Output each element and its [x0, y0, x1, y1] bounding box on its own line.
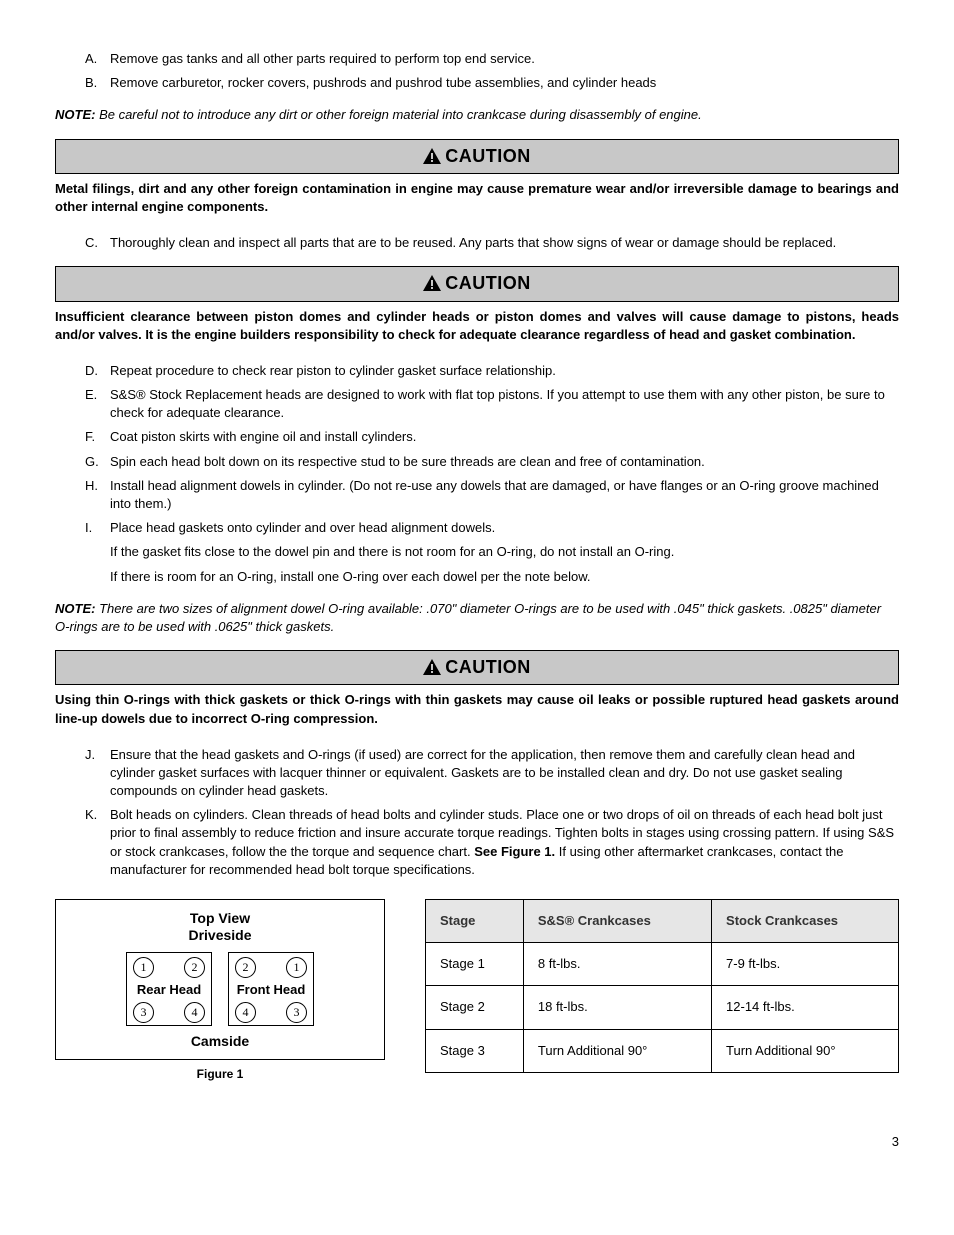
table-cell: Turn Additional 90° [712, 1029, 899, 1072]
bolt-circle: 3 [286, 1002, 307, 1023]
list-text: Remove gas tanks and all other parts req… [110, 50, 899, 68]
torque-table: Stage S&S® Crankcases Stock Crankcases S… [425, 899, 899, 1073]
list-marker: G. [85, 453, 110, 471]
list-item: I.Place head gaskets onto cylinder and o… [85, 519, 899, 537]
figure-title: Top ViewDriveside [76, 910, 364, 944]
list-text: Ensure that the head gaskets and O-rings… [110, 746, 899, 801]
note-text: There are two sizes of alignment dowel O… [55, 601, 881, 634]
bolt-circle: 1 [133, 957, 154, 978]
bolt-circle: 2 [184, 957, 205, 978]
list-marker: D. [85, 362, 110, 380]
table-cell: Turn Additional 90° [523, 1029, 711, 1072]
list-marker: K. [85, 806, 110, 879]
table-cell: 18 ft-lbs. [523, 986, 711, 1029]
list-marker: I. [85, 519, 110, 537]
list-text: Install head alignment dowels in cylinde… [110, 477, 899, 513]
caution-text: Insufficient clearance between piston do… [55, 308, 899, 344]
table-cell: Stage 3 [426, 1029, 524, 1072]
warning-icon [423, 275, 441, 291]
caution-text: Using thin O-rings with thick gaskets or… [55, 691, 899, 727]
list-item: C. Thoroughly clean and inspect all part… [85, 234, 899, 252]
figure-caption: Figure 1 [55, 1066, 385, 1083]
camside-label: Camside [76, 1032, 364, 1052]
list-item: G.Spin each head bolt down on its respec… [85, 453, 899, 471]
caution-header: CAUTION [55, 139, 899, 174]
note-text: Be careful not to introduce any dirt or … [95, 107, 701, 122]
table-cell: Stage 1 [426, 943, 524, 986]
list-marker: B. [85, 74, 110, 92]
figure-1: Top ViewDriveside 1 2 Rear Head 3 4 [55, 899, 385, 1083]
bolt-circle: 2 [235, 957, 256, 978]
bolt-circle: 4 [184, 1002, 205, 1023]
list-marker: J. [85, 746, 110, 801]
caution-label: CAUTION [445, 657, 531, 677]
note: NOTE: There are two sizes of alignment d… [55, 600, 899, 636]
front-head-label: Front Head [235, 981, 307, 999]
list-text: Remove carburetor, rocker covers, pushro… [110, 74, 899, 92]
table-header: S&S® Crankcases [523, 900, 711, 943]
table-cell: 12-14 ft-lbs. [712, 986, 899, 1029]
bolt-circle: 3 [133, 1002, 154, 1023]
list-text: Spin each head bolt down on its respecti… [110, 453, 899, 471]
page-number: 3 [55, 1133, 899, 1151]
table-header: Stock Crankcases [712, 900, 899, 943]
rear-head-label: Rear Head [133, 981, 205, 999]
list-text: Bolt heads on cylinders. Clean threads o… [110, 806, 899, 879]
caution-label: CAUTION [445, 146, 531, 166]
list-item: J.Ensure that the head gaskets and O-rin… [85, 746, 899, 801]
warning-icon [423, 148, 441, 164]
list-item: K.Bolt heads on cylinders. Clean threads… [85, 806, 899, 879]
sub-paragraph: If the gasket fits close to the dowel pi… [110, 543, 899, 561]
rear-head-block: 1 2 Rear Head 3 4 [126, 952, 212, 1026]
table-row: Stage 1 8 ft-lbs. 7-9 ft-lbs. [426, 943, 899, 986]
list-marker: E. [85, 386, 110, 422]
list-marker: C. [85, 234, 110, 252]
list-item: B. Remove carburetor, rocker covers, pus… [85, 74, 899, 92]
bolt-circle: 1 [286, 957, 307, 978]
list-text: Thoroughly clean and inspect all parts t… [110, 234, 899, 252]
sub-paragraph: If there is room for an O-ring, install … [110, 568, 899, 586]
list-item: H.Install head alignment dowels in cylin… [85, 477, 899, 513]
warning-icon [423, 659, 441, 675]
note-label: NOTE: [55, 601, 95, 616]
bolt-circle: 4 [235, 1002, 256, 1023]
list-marker: F. [85, 428, 110, 446]
table-row: Stage 3 Turn Additional 90° Turn Additio… [426, 1029, 899, 1072]
table-row: Stage 2 18 ft-lbs. 12-14 ft-lbs. [426, 986, 899, 1029]
table-cell: 8 ft-lbs. [523, 943, 711, 986]
front-head-block: 2 1 Front Head 4 3 [228, 952, 314, 1026]
note-label: NOTE: [55, 107, 95, 122]
list-marker: A. [85, 50, 110, 68]
note: NOTE: Be careful not to introduce any di… [55, 106, 899, 124]
caution-text: Metal filings, dirt and any other foreig… [55, 180, 899, 216]
list-item: E.S&S® Stock Replacement heads are desig… [85, 386, 899, 422]
list-item: A. Remove gas tanks and all other parts … [85, 50, 899, 68]
list-text: S&S® Stock Replacement heads are designe… [110, 386, 899, 422]
table-header: Stage [426, 900, 524, 943]
table-cell: Stage 2 [426, 986, 524, 1029]
caution-label: CAUTION [445, 273, 531, 293]
caution-header: CAUTION [55, 650, 899, 685]
caution-header: CAUTION [55, 266, 899, 301]
list-text: Coat piston skirts with engine oil and i… [110, 428, 899, 446]
list-text: Repeat procedure to check rear piston to… [110, 362, 899, 380]
list-item: F.Coat piston skirts with engine oil and… [85, 428, 899, 446]
list-marker: H. [85, 477, 110, 513]
list-item: D.Repeat procedure to check rear piston … [85, 362, 899, 380]
list-text: Place head gaskets onto cylinder and ove… [110, 519, 899, 537]
table-cell: 7-9 ft-lbs. [712, 943, 899, 986]
